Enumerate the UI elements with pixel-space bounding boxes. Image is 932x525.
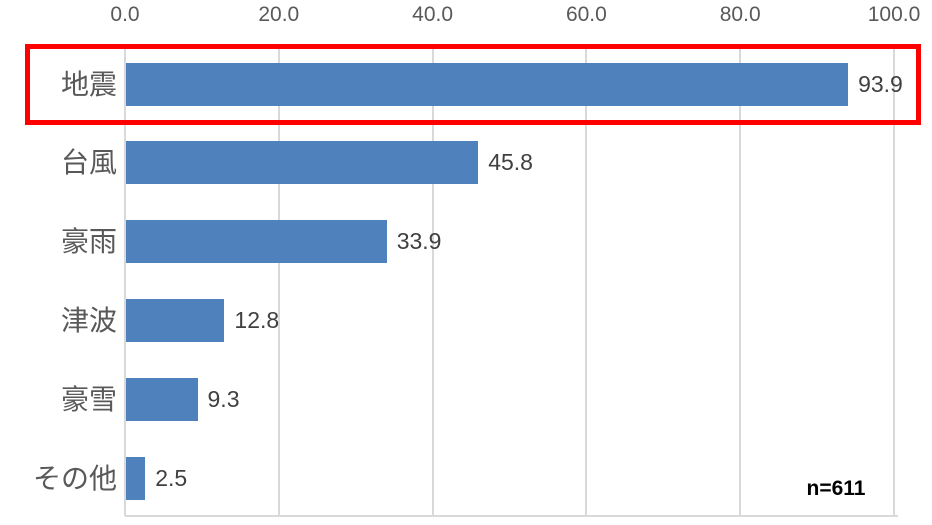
bar <box>126 220 387 264</box>
bar <box>126 456 146 500</box>
x-axis-line <box>125 515 898 517</box>
bar <box>126 62 849 106</box>
gridline <box>124 44 126 516</box>
bar-row: 豪雪 9.3 <box>0 377 932 421</box>
category-label: その他 <box>32 462 117 494</box>
category-label: 豪雨 <box>60 226 117 258</box>
sample-size-annotation: n=611 <box>806 477 866 500</box>
x-axis-tick-label: 100.0 <box>867 3 921 26</box>
value-label: 33.9 <box>396 228 442 255</box>
bar-row: 地震 93.9 <box>0 62 932 106</box>
category-label: 地震 <box>60 68 117 100</box>
bar-row: 台風 45.8 <box>0 141 932 185</box>
x-axis-tick-label: 60.0 <box>565 3 607 26</box>
x-axis-tick-label: 40.0 <box>412 3 454 26</box>
gridline <box>739 44 742 516</box>
bar <box>126 377 198 421</box>
gridline <box>893 44 895 516</box>
gridline <box>585 44 588 516</box>
category-label: 台風 <box>60 147 117 179</box>
category-label: 津波 <box>60 304 117 336</box>
bar <box>126 298 225 342</box>
bar-row: 豪雨 33.9 <box>0 220 932 264</box>
bar <box>126 141 479 185</box>
x-axis-tick-label: 0.0 <box>110 3 140 26</box>
x-axis-tick-label: 20.0 <box>258 3 300 26</box>
gridline <box>277 44 280 516</box>
value-label: 93.9 <box>858 70 903 97</box>
x-axis-tick-label: 80.0 <box>719 3 761 26</box>
bar-row: 津波 12.8 <box>0 298 932 342</box>
value-label: 9.3 <box>207 385 240 412</box>
value-label: 2.5 <box>155 464 188 491</box>
bar-row: その他 2.5 <box>0 456 932 500</box>
category-label: 豪雪 <box>60 383 117 415</box>
value-label: 45.8 <box>488 149 533 176</box>
value-label: 12.8 <box>234 306 280 333</box>
gridline <box>431 44 434 516</box>
